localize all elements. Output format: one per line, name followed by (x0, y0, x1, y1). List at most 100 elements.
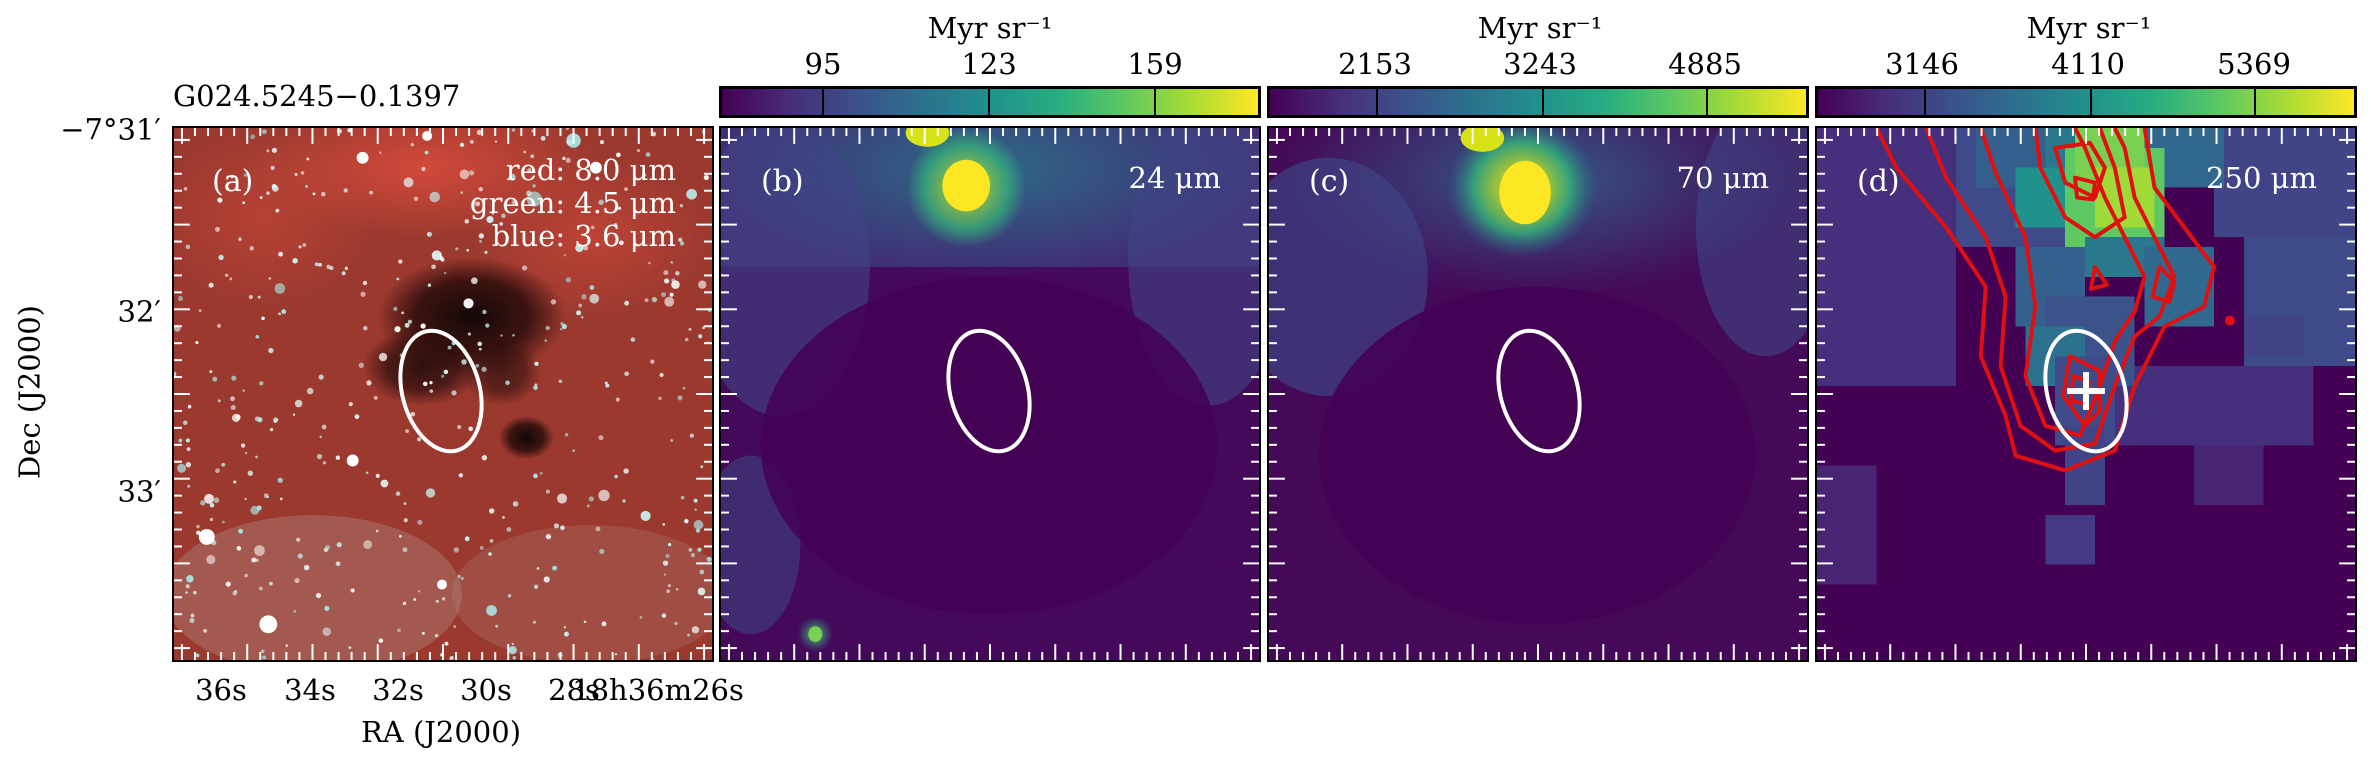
star (461, 359, 467, 365)
tick-marks (721, 128, 1259, 660)
star (494, 140, 498, 143)
star (230, 396, 235, 402)
star (534, 584, 539, 589)
star (225, 581, 231, 587)
band-legend-green: green: 4.5 μm (469, 186, 676, 220)
colorbar-d-tick: 3146 (1885, 47, 1959, 81)
star (261, 316, 265, 321)
star (665, 553, 670, 559)
star (403, 502, 407, 505)
star (564, 631, 569, 637)
star (272, 185, 279, 192)
colorbar-d-unit: Myr sr⁻¹ (2026, 11, 2152, 45)
star (318, 262, 322, 267)
star (238, 237, 242, 241)
panel-label: (d) (1857, 164, 1900, 199)
panel-d-250um-map: (d) 250 μm (1815, 126, 2357, 662)
star (589, 293, 600, 304)
colorbar-b-tick: 159 (1127, 47, 1183, 81)
star (553, 565, 557, 570)
star (268, 581, 273, 586)
star (540, 136, 546, 141)
star (523, 150, 527, 154)
source-ellipse (946, 328, 1032, 454)
star (578, 303, 583, 308)
star (680, 495, 685, 500)
star (543, 576, 550, 583)
star (545, 325, 550, 331)
star (347, 128, 352, 133)
star (450, 656, 454, 660)
star (275, 208, 280, 213)
star (663, 270, 669, 276)
star (441, 597, 446, 601)
bright-star (437, 579, 447, 590)
star (511, 642, 515, 646)
star (250, 134, 256, 140)
star (599, 548, 605, 554)
star (401, 311, 404, 315)
star (675, 271, 680, 276)
star (545, 533, 552, 540)
star (315, 593, 322, 599)
star (618, 240, 624, 246)
star (193, 590, 197, 595)
star (565, 157, 571, 163)
star (658, 396, 662, 401)
panel-label: (b) (761, 164, 804, 199)
star (336, 542, 342, 548)
rgb-composite (174, 128, 712, 660)
star (350, 588, 355, 593)
star (583, 620, 587, 624)
star (463, 298, 474, 309)
x-tick-label: 34s (284, 673, 336, 707)
star (362, 280, 368, 286)
star (670, 261, 673, 264)
star (468, 426, 473, 432)
wavelength-label: 70 μm (1676, 161, 1769, 195)
star (335, 561, 341, 567)
star (306, 157, 310, 161)
star (277, 477, 283, 483)
star (306, 387, 314, 395)
star (195, 340, 199, 345)
star (447, 345, 452, 350)
star (675, 587, 679, 591)
star (481, 455, 488, 461)
star (183, 187, 188, 191)
star (354, 414, 360, 420)
star (530, 154, 535, 159)
star (421, 631, 425, 635)
star (312, 192, 316, 196)
star (185, 438, 190, 443)
star (242, 389, 245, 392)
star (661, 613, 667, 618)
star (204, 493, 215, 504)
star (562, 156, 566, 160)
star (469, 139, 474, 144)
star (566, 139, 572, 145)
contour-point (2224, 315, 2235, 326)
star (187, 484, 191, 488)
star (261, 129, 267, 135)
bright-star (346, 454, 359, 467)
star (294, 172, 298, 176)
star (261, 649, 265, 654)
star (674, 621, 678, 626)
colorbar-c-tick: 4885 (1668, 47, 1742, 81)
star (706, 556, 712, 562)
star (221, 520, 225, 524)
star (662, 523, 666, 526)
star (178, 438, 183, 443)
star (259, 196, 263, 199)
star (466, 248, 470, 252)
star (249, 246, 255, 251)
panel-b-24um-map: (b) 24 μm (719, 126, 1261, 662)
star (266, 149, 270, 153)
star (366, 380, 372, 386)
colorbar-d-tick: 4110 (2051, 47, 2125, 81)
star (477, 341, 483, 347)
star (511, 200, 516, 205)
star (247, 470, 254, 476)
star (482, 309, 487, 315)
